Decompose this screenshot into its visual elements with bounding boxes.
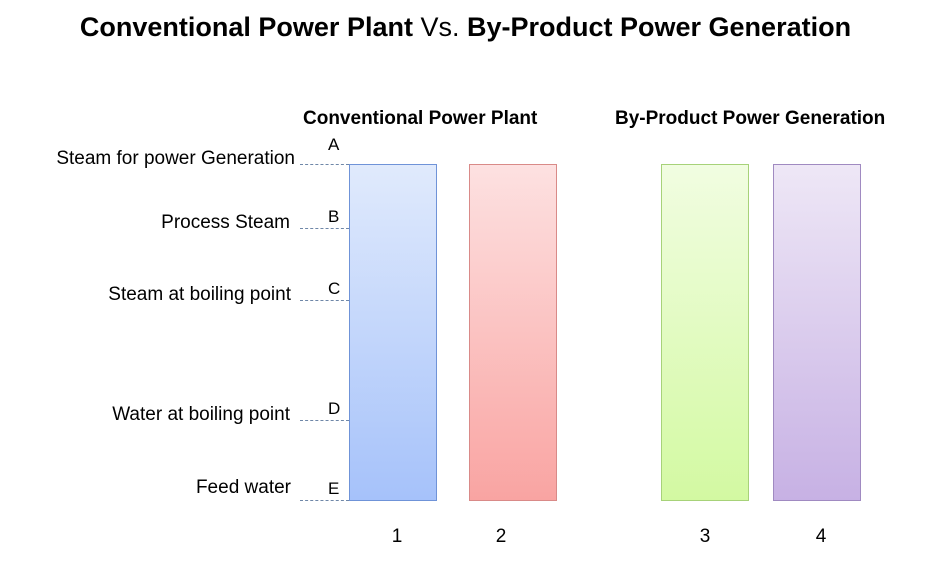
bar-1 [349,164,437,501]
level-line-d [300,420,349,421]
level-letter-c: C [328,279,341,298]
group-heading-conventional: Conventional Power Plant [303,108,538,129]
page-title: Conventional Power Plant Vs. By-Product … [0,12,931,43]
level-letter-b: B [328,207,340,226]
bar-number-4: 4 [815,526,827,547]
bar-number-1: 1 [391,526,403,547]
level-letter-a: A [328,135,340,154]
level-letter-d: D [328,399,341,418]
level-label-c: Steam at boiling point [108,284,291,305]
bar-4 [773,164,861,501]
bar-2 [469,164,557,501]
level-letter-e: E [328,479,340,498]
title-part-vs: Vs. [420,12,460,42]
level-line-c [300,300,349,301]
level-label-a: Steam for power Generation [56,148,295,169]
bar-number-3: 3 [699,526,711,547]
title-part-byproduct: By-Product Power Generation [467,12,852,42]
level-line-e [300,500,349,501]
group-heading-byproduct: By-Product Power Generation [615,108,886,129]
level-label-d: Water at boiling point [112,404,290,425]
level-label-b: Process Steam [161,212,290,233]
level-line-b [300,228,349,229]
bar-number-2: 2 [495,526,507,547]
level-line-a [300,164,349,165]
level-label-e: Feed water [195,477,291,498]
title-part-conventional: Conventional Power Plant [79,12,413,42]
bar-3 [661,164,749,501]
